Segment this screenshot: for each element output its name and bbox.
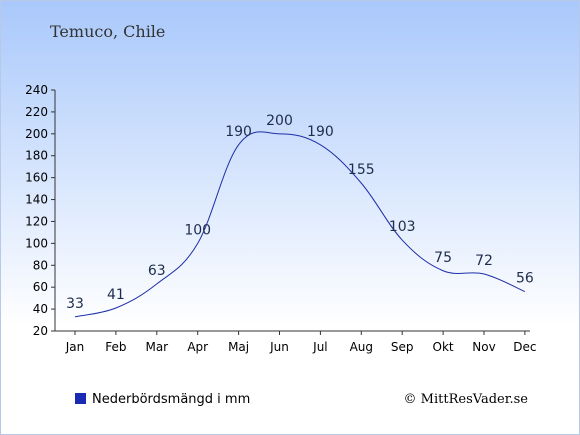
x-tick-label: Nov bbox=[472, 340, 495, 354]
data-label: 56 bbox=[516, 271, 534, 287]
y-tick-label: 120 bbox=[25, 214, 48, 228]
x-tick-label: Aug bbox=[350, 340, 373, 354]
data-label: 200 bbox=[266, 113, 293, 129]
x-tick-label: Jun bbox=[269, 340, 289, 354]
x-tick-label: Dec bbox=[513, 340, 536, 354]
y-tick-label: 140 bbox=[25, 193, 48, 207]
x-tick-label: Mar bbox=[145, 340, 168, 354]
y-tick-label: 160 bbox=[25, 171, 48, 185]
data-labels: 33 41 63 100 190 200 190 155 103 75 72 56 bbox=[66, 113, 534, 312]
data-label: 72 bbox=[475, 253, 493, 269]
axes bbox=[54, 90, 530, 332]
x-tick-label: Sep bbox=[391, 340, 414, 354]
data-label: 100 bbox=[184, 222, 211, 238]
x-tick-label: Maj bbox=[228, 340, 249, 354]
x-tick-label: Jul bbox=[312, 340, 327, 354]
data-label: 190 bbox=[307, 124, 334, 140]
chart-title: Temuco, Chile bbox=[50, 22, 165, 41]
data-label: 33 bbox=[66, 296, 84, 312]
data-label: 75 bbox=[434, 250, 452, 266]
y-tick-label: 220 bbox=[25, 105, 48, 119]
data-label: 155 bbox=[348, 162, 375, 178]
y-tick-label: 200 bbox=[25, 127, 48, 141]
data-label: 63 bbox=[148, 263, 166, 279]
data-label: 103 bbox=[389, 219, 416, 235]
x-axis-ticks: Jan Feb Mar Apr Maj Jun Jul Aug Sep Okt Nov Dec bbox=[65, 331, 537, 354]
y-tick-label: 60 bbox=[33, 280, 48, 294]
y-tick-label: 40 bbox=[33, 302, 48, 316]
y-tick-label: 80 bbox=[33, 258, 48, 272]
data-label: 190 bbox=[225, 124, 252, 140]
data-label: 41 bbox=[107, 287, 125, 303]
y-axis-ticks: 20 40 60 80 100 120 140 160 180 200 220 240 bbox=[25, 83, 55, 338]
y-tick-label: 20 bbox=[33, 324, 48, 338]
series-line bbox=[74, 131, 526, 318]
y-tick-label: 240 bbox=[25, 83, 48, 97]
x-tick-label: Apr bbox=[187, 340, 208, 354]
credit-text: © MittResVader.se bbox=[404, 392, 529, 407]
legend-marker bbox=[75, 393, 86, 404]
x-tick-label: Okt bbox=[433, 340, 454, 354]
y-tick-label: 100 bbox=[25, 236, 48, 250]
x-tick-label: Jan bbox=[65, 340, 85, 354]
x-tick-label: Feb bbox=[105, 340, 126, 354]
legend-label: Nederbördsmängd i mm bbox=[92, 392, 250, 407]
y-tick-label: 180 bbox=[25, 149, 48, 163]
